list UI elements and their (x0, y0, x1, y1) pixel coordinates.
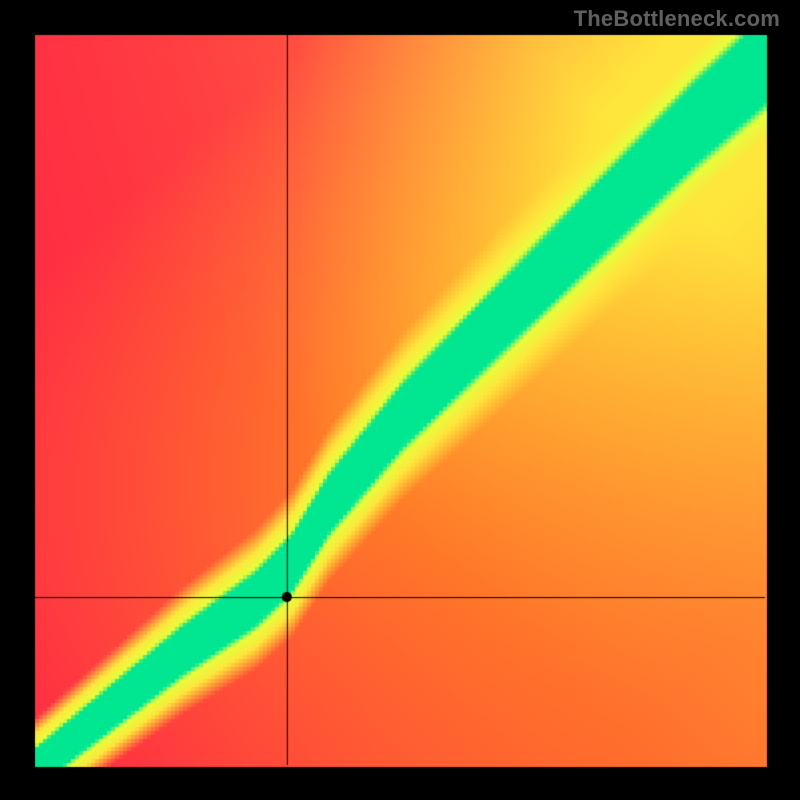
chart-container: TheBottleneck.com (0, 0, 800, 800)
heatmap-canvas (0, 0, 800, 800)
watermark-text: TheBottleneck.com (574, 6, 780, 32)
